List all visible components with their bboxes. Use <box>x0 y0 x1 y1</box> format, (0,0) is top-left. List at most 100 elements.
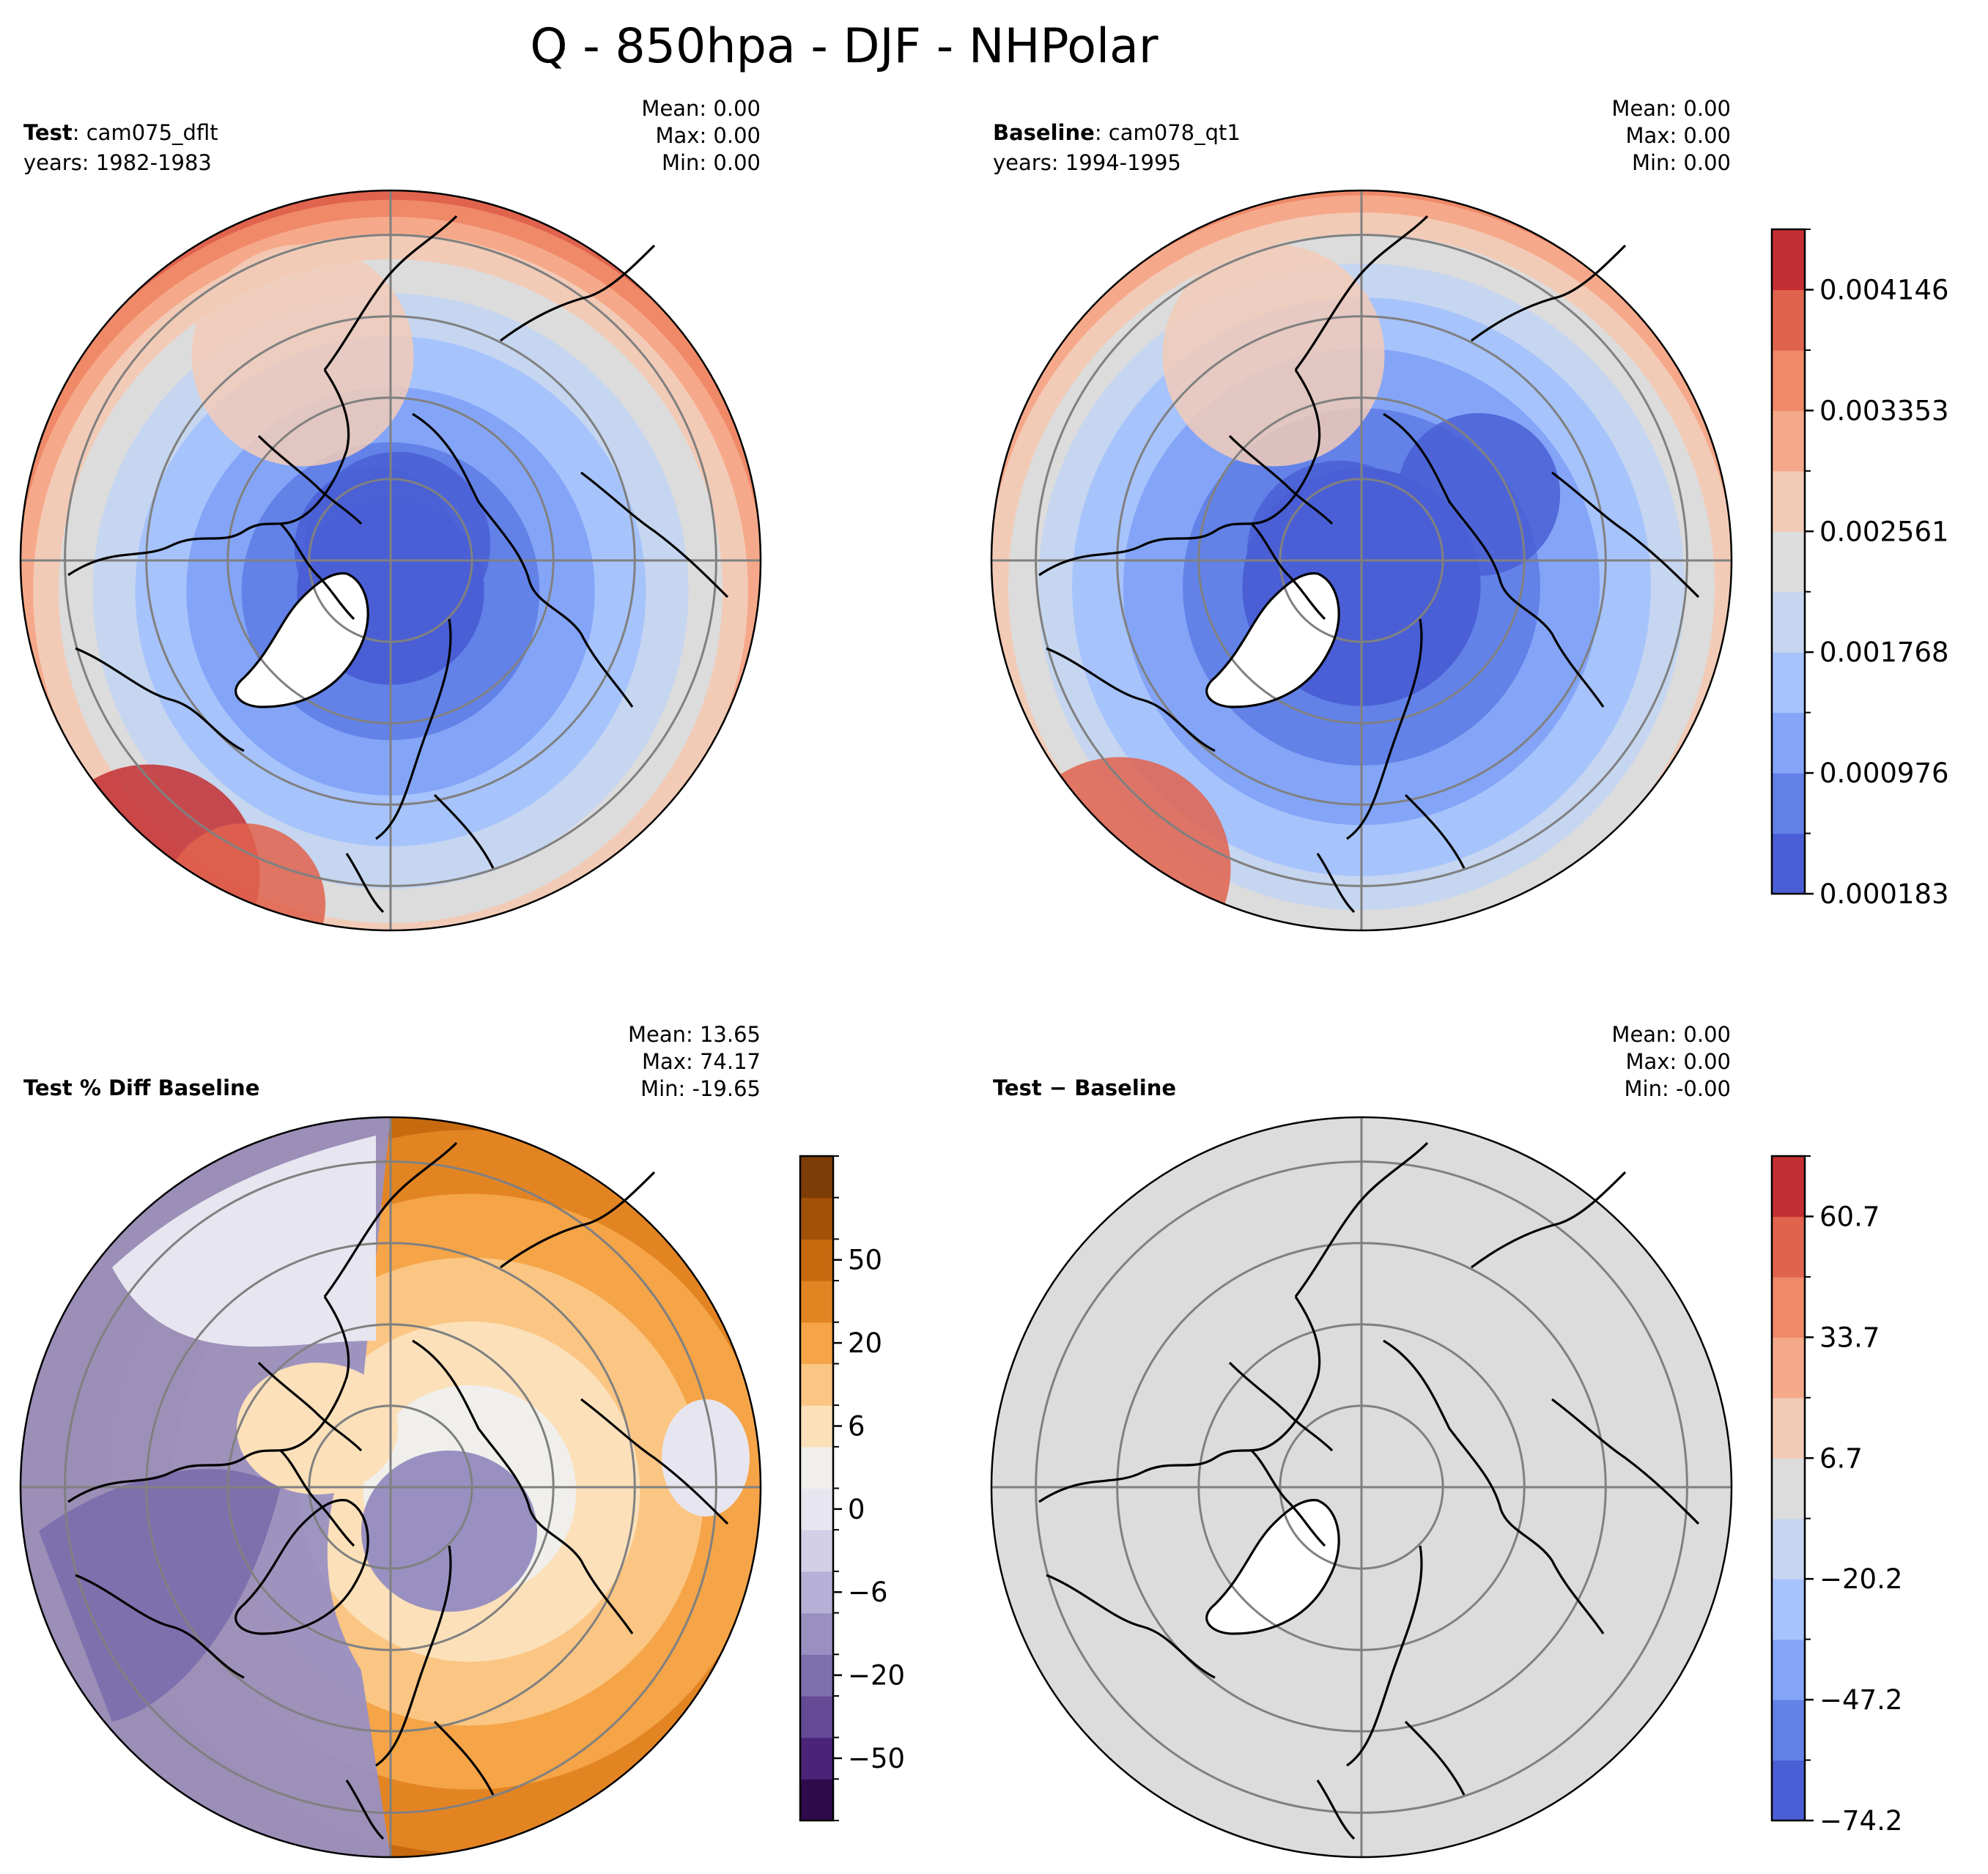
panel-test-years: years: 1982-1983 <box>23 150 212 175</box>
colorbar-segment <box>1772 1276 1805 1338</box>
panel-test-field <box>21 190 761 930</box>
panel-diff-title: Test − Baseline <box>993 1075 1176 1100</box>
coastline <box>1346 1545 1423 1767</box>
panel-pctdiff-min: Min: -19.65 <box>640 1076 761 1101</box>
coastline <box>500 244 656 342</box>
colorbar-segment <box>1772 470 1805 532</box>
coastline <box>1551 471 1700 599</box>
colorbar-tick-label: −50 <box>848 1743 905 1774</box>
colorbar-tick-label: 33.7 <box>1819 1322 1880 1353</box>
panel-baseline-field <box>991 190 1732 930</box>
panel-test-mean: Mean: 0.00 <box>641 96 761 121</box>
panel-diff-mean: Mean: 0.00 <box>1611 1022 1731 1047</box>
coastline <box>279 1449 355 1547</box>
panel-test: Test: cam075_dflt years: 1982-1983 Mean:… <box>19 96 762 932</box>
panel-pctdiff-map <box>19 1116 762 1859</box>
coastline <box>500 1171 656 1269</box>
colorbar-segment <box>800 1779 833 1821</box>
panel-diff-title-bold: Test <box>993 1075 1042 1100</box>
panel-test-min: Min: 0.00 <box>662 150 761 175</box>
panel-test-title: Test: cam075_dflt <box>23 120 218 145</box>
colorbar-frame <box>1770 228 1806 895</box>
panel-pctdiff-max: Max: 74.17 <box>642 1049 761 1074</box>
colorbar-tick-label: 0.002561 <box>1819 516 1949 547</box>
coastline <box>1383 1339 1605 1634</box>
colorbar-segment <box>800 1612 833 1655</box>
coastline <box>67 1296 350 1503</box>
coastline <box>580 471 729 599</box>
colorbar-tick-label: 0.001768 <box>1819 637 1949 668</box>
map-frame <box>19 189 762 932</box>
field-feature <box>1162 244 1385 467</box>
colorbar-segment <box>1772 1216 1805 1278</box>
colorbar-segment <box>1772 652 1805 714</box>
colorbar-tick-label: 6.7 <box>1819 1442 1863 1474</box>
colorbar-segment <box>1772 1639 1805 1700</box>
colorbar-segment <box>800 1737 833 1779</box>
panel-baseline-title-rest: : cam078_qt1 <box>1095 120 1241 145</box>
coastline <box>1383 412 1605 708</box>
colorbar-segment <box>1772 410 1805 472</box>
panel-diff: Test − Baseline Mean: 0.00 Max: 0.00 Min… <box>990 1022 1733 1859</box>
colorbar-segment <box>1772 712 1805 774</box>
coastline <box>257 1361 363 1452</box>
coastline <box>1471 244 1627 342</box>
panel-baseline-title-bold: Baseline <box>993 120 1095 145</box>
coastline <box>1046 647 1216 752</box>
colorbar-tick-label: 0 <box>848 1494 865 1525</box>
coastline <box>1228 1361 1334 1452</box>
coastline <box>1316 1779 1356 1840</box>
colorbar-segment <box>1772 531 1805 593</box>
colorbar-segment <box>800 1488 833 1530</box>
colorbar-segment <box>1772 1579 1805 1640</box>
colorbar-tick-label: 20 <box>848 1327 882 1359</box>
colorbar-segment <box>1772 773 1805 834</box>
colorbar-segment <box>1772 1760 1805 1821</box>
colorbar-tick-label: 0.000183 <box>1819 878 1949 910</box>
colorbar-segment <box>1772 1397 1805 1459</box>
panel-diff-max: Max: 0.00 <box>1625 1049 1731 1074</box>
coastline <box>75 647 245 752</box>
colorbar-segment <box>1772 833 1805 895</box>
coastline <box>1294 215 1429 371</box>
field-feature <box>1008 757 1231 930</box>
field-band <box>237 1363 398 1495</box>
coastline <box>234 1499 369 1635</box>
colorbar-tick-label: −20.2 <box>1819 1563 1902 1595</box>
coastline <box>580 1398 729 1525</box>
coastline <box>1228 434 1334 525</box>
coastline <box>1551 1398 1700 1525</box>
panel-baseline-mean: Mean: 0.00 <box>1611 96 1731 121</box>
colorbar-segment <box>1772 1337 1805 1399</box>
coastline <box>433 1720 495 1796</box>
coastline <box>345 1779 385 1840</box>
colorbar-tick-label: 60.7 <box>1819 1201 1880 1232</box>
coastline <box>345 853 385 914</box>
colorbar-segment <box>1772 289 1805 351</box>
panel-diff-min: Min: -0.00 <box>1625 1076 1731 1101</box>
colorbar-segment <box>800 1530 833 1572</box>
panel-baseline-title: Baseline: cam078_qt1 <box>993 120 1241 145</box>
greenland-mask <box>235 573 369 707</box>
panel-diff-map <box>990 1116 1733 1859</box>
coastline <box>1346 618 1423 840</box>
coastline <box>234 572 369 708</box>
panel-baseline: Baseline: cam078_qt1 years: 1994-1995 Me… <box>990 96 1733 932</box>
colorbar-frame <box>1770 1155 1806 1822</box>
field-feature <box>162 823 326 930</box>
colorbar-tick-label: −74.2 <box>1819 1805 1902 1837</box>
coastline <box>1471 1171 1627 1269</box>
colorbar-segment <box>800 1695 833 1738</box>
coastline <box>375 1545 452 1767</box>
colorbar-segment <box>800 1156 833 1199</box>
coastline <box>1404 793 1466 869</box>
panel-diff-title-rest: − Baseline <box>1042 1075 1176 1100</box>
coastline <box>1205 572 1340 708</box>
coastline <box>1404 1720 1466 1796</box>
colorbar-segment <box>800 1322 833 1365</box>
figure-title: Q - 850hpa - DJF - NHPolar <box>530 19 1158 74</box>
colorbar-segment <box>1772 1156 1805 1218</box>
coastline <box>1294 1141 1429 1297</box>
coastline <box>1250 522 1326 621</box>
